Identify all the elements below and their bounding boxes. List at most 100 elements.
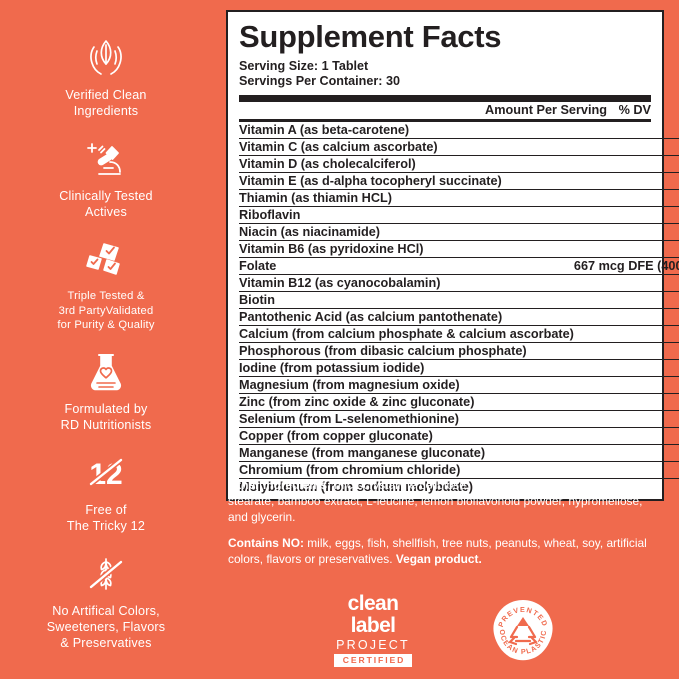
nutrient-row: Molybdenum (from sodium molybdate)5 mcg1…	[239, 478, 679, 496]
recycling-arrows-icon	[509, 617, 538, 646]
header-thick-rule	[239, 95, 651, 103]
nutrient-amount: 150 mcg	[573, 359, 679, 377]
nutrient-name: Riboflavin	[239, 206, 574, 224]
nutrient-row: Phosphorous (from dibasic calcium phosph…	[239, 342, 679, 360]
nutrient-amount: 15 mcg	[573, 274, 679, 292]
microscope-sparkle-icon	[78, 137, 134, 181]
certification-badges: clean label PROJECT CERTIFIED PREV	[226, 590, 664, 670]
badge-label: Verified Clean Ingredients	[65, 88, 147, 119]
nutrient-amount: 80 mg	[573, 342, 679, 360]
nutrient-row: Zinc (from zinc oxide & zinc gluconate)1…	[239, 393, 679, 411]
nutrient-row: Vitamin D (as cholecalciferol)10 mcg (40…	[239, 155, 679, 173]
nutrient-row: Niacin (as niacinamide)20 mg NE125%	[239, 223, 679, 241]
nutrient-amount: 1500 mcg RAE	[574, 122, 679, 139]
crossed-out-wheat-icon	[78, 552, 134, 596]
badge-label: Formulated by RD Nutritionists	[60, 401, 152, 432]
badge-clinically-tested-actives: Clinically Tested Actives	[16, 137, 196, 220]
nutrient-amount: 10 mg	[573, 189, 679, 207]
hands-holding-leaf-icon	[78, 36, 134, 80]
nutrient-amount: 25 mcg	[573, 461, 679, 479]
nutrient-name: Vitamin B6 (as pyridoxine HCl)	[239, 240, 574, 258]
clean-label-project-badge: clean label PROJECT CERTIFIED	[333, 591, 413, 668]
other-ingredients-label: Other Ingredients:	[228, 478, 332, 492]
nutrient-row: Magnesium (from magnesium oxide)50 mg12%	[239, 376, 679, 394]
nutrient-amount: 30 mcg	[573, 291, 679, 309]
nutrient-amount: 20 mg	[573, 308, 679, 326]
nutrient-rows-table: Vitamin A (as beta-carotene) 1500 mcg RAE…	[239, 122, 679, 496]
nutrient-row: Copper (from copper gluconate)1 mg111%	[239, 427, 679, 445]
contains-no-block: Contains NO: milk, eggs, fish, shellfish…	[228, 536, 664, 568]
clean-label-line3: PROJECT	[336, 637, 410, 652]
nutrient-name: Biotin	[239, 291, 574, 309]
benefits-sidebar: Verified Clean Ingredients Clinically T	[0, 0, 212, 679]
nutrient-name: Pantothenic Acid (as calcium pantothenat…	[239, 308, 574, 326]
flask-with-heart-icon	[78, 350, 134, 394]
nutrient-name: Vitamin B12 (as cyanocobalamin)	[239, 274, 574, 292]
three-checkmark-cards-icon	[78, 238, 134, 282]
badge-label: Clinically Tested Actives	[59, 189, 153, 220]
nutrient-row: Riboflavin10 mg769%	[239, 206, 679, 224]
nutrient-name: Molybdenum (from sodium molybdate)	[239, 478, 574, 496]
badge-triple-tested: Triple Tested & 3rd PartyValidated for Pur…	[16, 238, 196, 331]
nutrient-name: Folate	[239, 257, 574, 275]
nutrient-row: Thiamin (as thiamin HCL)10 mg833%	[239, 189, 679, 207]
nutrient-name: Vitamin A (as beta-carotene)	[239, 123, 410, 138]
supplement-facts-wrapper: Supplement Facts Serving Size: 1 Tablet …	[226, 10, 679, 502]
nutrient-amount: 1 mg	[573, 427, 679, 445]
nutrient-name: Chromium (from chromium chloride)	[239, 461, 574, 479]
badge-verified-clean-ingredients: Verified Clean Ingredients	[16, 36, 196, 119]
contains-no-label: Contains NO:	[228, 536, 304, 551]
servings-per-container: Servings Per Container: 30	[239, 73, 400, 88]
header-amount-per-serving: Amount Per Serving	[485, 103, 607, 118]
nutrient-row: Vitamin E (as d-alpha tocopheryl succina…	[239, 172, 679, 190]
nutrient-name: Magnesium (from magnesium oxide)	[239, 376, 574, 394]
nutrient-amount: 15 mg	[573, 393, 679, 411]
nutrient-amount: 1 mg	[573, 444, 679, 462]
nutrient-name: Vitamin C (as calcium ascorbate)	[239, 138, 574, 156]
nutrient-row: Vitamin C (as calcium ascorbate)100 mg11…	[239, 138, 679, 156]
nutrient-amount: 10 mg	[573, 206, 679, 224]
serving-size: Serving Size: 1 Tablet	[239, 58, 369, 73]
nutrient-amount: 50 mg	[573, 376, 679, 394]
nutrient-name: Zinc (from zinc oxide & zinc gluconate)	[239, 393, 574, 411]
nutrient-row: Pantothenic Acid (as calcium pantothenat…	[239, 308, 679, 326]
badge-no-artificial-colors: No Artifical Colors, Sweeteners, Flavors &…	[16, 552, 196, 651]
nutrient-name: Niacin (as niacinamide)	[239, 223, 574, 241]
nutrient-name: Calcium (from calcium phosphate & calciu…	[239, 325, 574, 343]
nutrient-row: Iodine (from potassium iodide)150 mcg100…	[239, 359, 679, 377]
nutrient-name: Selenium (from L-selenomethionine)	[239, 410, 574, 428]
nutrient-name: Copper (from copper gluconate)	[239, 427, 574, 445]
nutrient-name: Vitamin D (as cholecalciferol)	[239, 155, 574, 173]
nutrient-amount: 25 mcg	[573, 410, 679, 428]
clean-label-line2: label	[350, 613, 396, 637]
nutrition-table-body: Amount Per Serving % DV	[239, 102, 651, 119]
clean-label-certified-tag: CERTIFIED	[333, 654, 413, 668]
nutrient-amount: 100 mg	[573, 325, 679, 343]
header-medium-rule	[239, 119, 651, 123]
nutrient-row: Selenium (from L-selenomethionine)25 mcg…	[239, 410, 679, 428]
nutrient-row: Manganese (from manganese gluconate)1 mg…	[239, 444, 679, 462]
nutrient-row: Biotin30 mcg100%	[239, 291, 679, 309]
nutrient-name: Manganese (from manganese gluconate)	[239, 444, 574, 462]
nutrient-row: Vitamin A (as beta-carotene) 1500 mcg RAE…	[239, 122, 679, 139]
nutrient-row: Chromium (from chromium chloride)25 mcg7…	[239, 461, 679, 479]
header-percent-dv: % DV	[618, 103, 651, 118]
footnotes: Other Ingredients: microcrystalline cell…	[228, 478, 664, 579]
badge-label: Free of The Tricky 12	[66, 502, 146, 534]
nutrient-rows-body: Vitamin A (as beta-carotene) 1500 mcg RAE…	[239, 122, 679, 496]
prevented-ocean-plastic-badge: PREVENTED OCEAN PLASTIC	[490, 597, 556, 663]
nutrient-name: Phosphorous (from dibasic calcium phosph…	[239, 342, 574, 360]
badge-formulated-by-rd-nutritionists: Formulated by RD Nutritionists	[16, 350, 196, 433]
clean-label-line1: clean	[347, 591, 399, 615]
nutrient-row: Vitamin B6 (as pyridoxine HCl)10 mg588%	[239, 240, 679, 258]
nutrient-name: Vitamin E (as d-alpha tocopheryl succina…	[239, 172, 574, 190]
nutrient-row: Vitamin B12 (as cyanocobalamin)15 mcg625…	[239, 274, 679, 292]
nutrient-name: Iodine (from potassium iodide)	[239, 359, 574, 377]
contains-no-text: milk, eggs, fish, shellfish, tree nuts, …	[228, 536, 647, 567]
nutrient-row: Calcium (from calcium phosphate & calciu…	[239, 325, 679, 343]
supplement-facts-title: Supplement Facts	[239, 19, 502, 54]
other-ingredients-block: Other Ingredients: microcrystalline cell…	[228, 478, 664, 525]
